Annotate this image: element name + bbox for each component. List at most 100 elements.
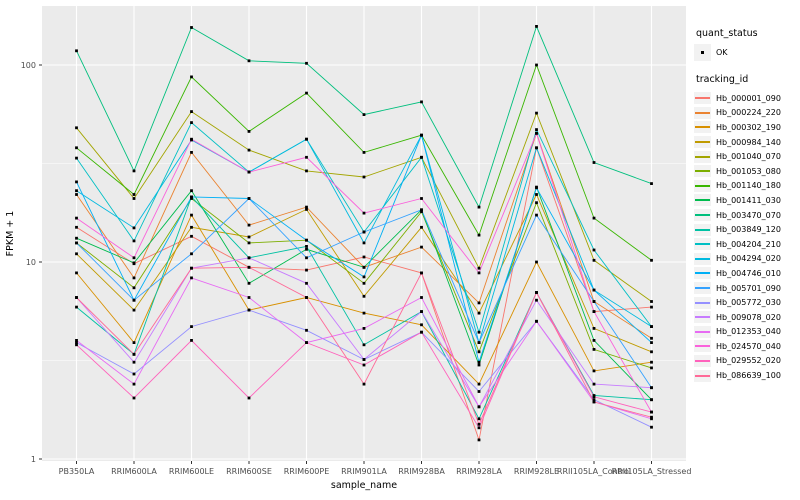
data-point (535, 319, 538, 323)
data-point (247, 256, 251, 260)
data-point (247, 281, 251, 285)
data-point (420, 225, 423, 229)
legend-item-Hb_001411_030: Hb_001411_030 (694, 193, 781, 208)
data-point (535, 111, 538, 115)
data-point (305, 238, 308, 242)
legend-item-label: Hb_004204_210 (716, 239, 781, 249)
data-point (420, 296, 423, 299)
legend-quant-status: quant_status OK (694, 28, 758, 61)
legend-item-label: Hb_004746_010 (716, 268, 781, 278)
series-line-icon (695, 170, 710, 173)
data-point (190, 151, 193, 154)
data-point (132, 169, 136, 173)
data-point (305, 137, 308, 141)
data-point (477, 390, 481, 393)
legend-item-label: Hb_001053_080 (716, 166, 781, 176)
data-point (75, 156, 78, 160)
data-point (75, 343, 78, 347)
data-point (362, 230, 366, 234)
series-line-icon (695, 184, 710, 187)
series-line-icon (695, 316, 710, 319)
data-point (247, 241, 251, 245)
data-point (420, 155, 423, 159)
data-point (592, 369, 596, 373)
series-color-key (694, 106, 711, 119)
data-point (650, 360, 653, 364)
data-point (305, 91, 308, 95)
legend-item-label: Hb_005701_090 (716, 283, 781, 293)
data-point (592, 395, 596, 399)
y-tick-label: 100 (21, 61, 36, 70)
legend-item-label: Hb_001140_180 (716, 181, 781, 191)
data-point (132, 341, 136, 344)
series-line-icon (695, 155, 710, 158)
data-point (190, 234, 193, 238)
data-point (650, 325, 653, 328)
series-line-icon (695, 374, 710, 377)
legend: quant_status OK tracking_id Hb_000001_09… (692, 0, 800, 500)
data-point (650, 398, 653, 402)
data-point (650, 366, 653, 370)
data-point (420, 310, 423, 313)
legend-item-Hb_000302_190: Hb_000302_190 (694, 120, 781, 135)
series-line-icon (695, 345, 710, 348)
data-point (362, 358, 366, 361)
data-point (75, 341, 78, 344)
data-point (650, 386, 653, 390)
data-point (477, 330, 481, 334)
data-point (477, 271, 481, 275)
series-color-key (694, 194, 711, 207)
data-point (305, 205, 308, 209)
legend-item-label: Hb_000001_090 (716, 93, 781, 103)
data-point (247, 235, 251, 239)
data-point (75, 49, 78, 53)
series-color-key (694, 209, 711, 222)
data-point (362, 382, 366, 386)
data-point (650, 410, 653, 414)
data-point (190, 110, 193, 113)
x-tick-label: RRIM600LA (111, 467, 157, 476)
x-tick-label: RRIM600PE (284, 467, 330, 476)
series-line-icon (695, 111, 710, 114)
data-point (190, 197, 193, 200)
data-point (592, 161, 596, 164)
legend-item-Hb_024570_040: Hb_024570_040 (694, 339, 781, 354)
data-point (592, 382, 596, 386)
data-point (477, 233, 481, 237)
data-point (190, 225, 193, 229)
data-point (132, 239, 136, 243)
data-point (247, 396, 251, 400)
data-point (247, 130, 251, 133)
data-point (477, 350, 481, 354)
data-point (592, 258, 596, 262)
series-color-key (694, 238, 711, 251)
data-point (305, 296, 308, 299)
data-point (305, 169, 308, 173)
data-point (477, 426, 481, 430)
data-point (75, 241, 78, 245)
data-point (535, 213, 538, 217)
legend-title-tracking-id: tracking_id (696, 74, 749, 85)
legend-item-label: Hb_003470_070 (716, 210, 781, 220)
data-point (362, 327, 366, 330)
legend-item-Hb_004746_010: Hb_004746_010 (694, 266, 781, 281)
data-point (132, 226, 136, 230)
data-point (305, 247, 308, 251)
data-point (190, 213, 193, 217)
y-axis-title: FPKM + 1 (5, 211, 16, 257)
data-point (477, 301, 481, 305)
data-point (190, 276, 193, 280)
data-point (535, 63, 538, 67)
series-line-icon (695, 97, 710, 100)
data-point (362, 151, 366, 154)
data-point (247, 148, 251, 152)
black-square-icon (700, 50, 705, 55)
data-point (247, 223, 251, 227)
data-point (592, 400, 596, 404)
data-point (420, 133, 423, 137)
legend-item-label: Hb_086639_100 (716, 371, 781, 381)
data-point (592, 216, 596, 220)
data-point (477, 363, 481, 367)
data-point (535, 260, 538, 264)
